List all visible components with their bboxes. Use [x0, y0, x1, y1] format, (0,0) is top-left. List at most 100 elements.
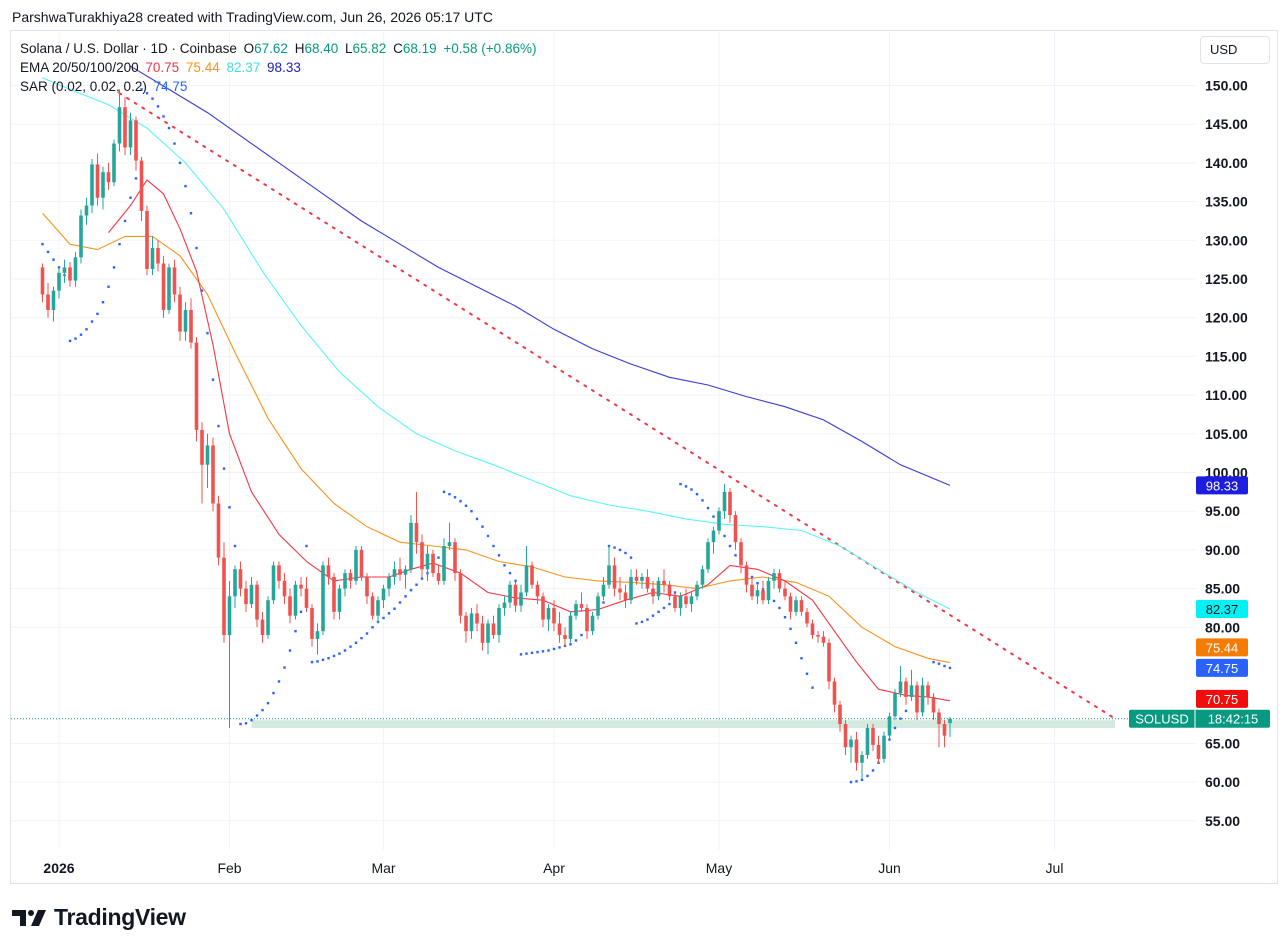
chart-frame[interactable] — [10, 30, 1278, 884]
candle-body — [62, 267, 67, 273]
candle — [233, 565, 237, 608]
candle-body — [381, 588, 386, 601]
candle — [948, 717, 952, 738]
sar-dot — [734, 554, 737, 557]
candle — [260, 611, 265, 643]
sar-dot — [354, 641, 358, 644]
tradingview-logo-icon — [12, 909, 46, 926]
candle — [381, 584, 386, 608]
candle-body — [799, 600, 804, 612]
candle-body — [453, 542, 457, 574]
currency-button[interactable]: USD — [1200, 36, 1270, 64]
candle — [722, 484, 727, 519]
candle-body — [315, 631, 320, 639]
candle — [761, 580, 765, 605]
ema100-value: 82.37 — [226, 60, 261, 75]
sar-dot — [855, 780, 858, 783]
sar-dot — [772, 599, 776, 603]
candle-body — [728, 491, 732, 516]
candle — [816, 631, 820, 643]
candle-body — [431, 553, 435, 574]
candle-body — [387, 576, 391, 589]
candle — [436, 565, 441, 585]
candle-body — [376, 600, 380, 616]
candle-body — [414, 522, 419, 543]
candle — [227, 580, 232, 728]
sar-dot — [811, 686, 814, 689]
ema20-line — [108, 179, 951, 702]
candle — [79, 209, 83, 264]
candle — [392, 561, 397, 585]
candle-body — [821, 636, 826, 643]
candle-body — [750, 584, 754, 597]
candle-body — [271, 565, 276, 601]
candle — [205, 433, 210, 488]
sar-dot — [173, 142, 176, 145]
candle-body — [95, 164, 100, 198]
candle — [629, 569, 633, 605]
candle — [359, 546, 364, 581]
sar-dot — [195, 246, 198, 250]
sar-dot — [789, 627, 792, 631]
sar-dot — [728, 544, 732, 548]
sar-dot — [316, 660, 319, 663]
candle-body — [744, 565, 749, 585]
sar-dot — [206, 331, 209, 335]
candle-body — [832, 681, 837, 705]
candle — [557, 611, 562, 643]
y-tick-label: 120.00 — [1205, 310, 1248, 326]
candle-body — [865, 727, 870, 756]
candle — [222, 542, 226, 643]
candle-body — [447, 542, 452, 547]
candle-body — [777, 573, 782, 589]
sar-dot — [618, 548, 622, 552]
candle-body — [73, 257, 78, 281]
candle-body — [337, 588, 342, 612]
candle — [519, 584, 523, 612]
sar-dot — [629, 556, 633, 559]
candle-body — [794, 600, 798, 612]
y-tick-label: 110.00 — [1205, 387, 1247, 403]
sar-dot — [140, 88, 143, 91]
y-tick-label: 80.00 — [1205, 619, 1240, 635]
y-tick-label: 140.00 — [1205, 155, 1248, 171]
candle-body — [766, 580, 771, 601]
candle-body — [920, 685, 925, 713]
sar-dot — [398, 601, 402, 604]
candle — [568, 611, 573, 643]
sar-dot — [695, 492, 699, 496]
candle-body — [282, 580, 287, 597]
candle-body — [607, 565, 611, 585]
candle-body — [838, 704, 842, 725]
symbol-name[interactable]: Solana / U.S. Dollar · 1D · Coinbase — [20, 41, 237, 56]
sar-dot — [613, 546, 616, 549]
ema-label[interactable]: EMA 20/50/100/200 — [20, 60, 139, 75]
candle — [717, 507, 721, 535]
sar-dot — [948, 666, 952, 670]
candle — [585, 604, 589, 639]
candle-body — [222, 557, 226, 636]
tradingview-logo[interactable]: TradingView — [12, 904, 186, 931]
candle — [865, 724, 870, 759]
candle — [513, 580, 518, 612]
candle — [497, 604, 501, 643]
change-value: +0.58 (+0.86%) — [443, 41, 537, 56]
candle — [904, 677, 908, 705]
candle-body — [574, 604, 578, 616]
candle-body — [90, 164, 94, 206]
candle — [915, 681, 919, 721]
sar-dot — [272, 691, 275, 695]
sar-dot — [305, 544, 308, 548]
candle — [596, 592, 600, 620]
sar-dot — [96, 312, 99, 316]
candle-body — [491, 623, 496, 636]
candle — [101, 166, 105, 210]
sar-dot — [310, 660, 314, 664]
sar-label[interactable]: SAR (0.02, 0.02, 0.2) — [20, 79, 147, 94]
sar-dot — [805, 672, 809, 675]
price-tags-layer: 98.33 82.37 75.44 74.75 70.75 SOLUSD 18:42:15 — [11, 476, 1270, 728]
sar-dot — [233, 544, 237, 548]
candle-body — [618, 588, 622, 593]
price-tag-label: 74.75 — [1206, 661, 1239, 676]
